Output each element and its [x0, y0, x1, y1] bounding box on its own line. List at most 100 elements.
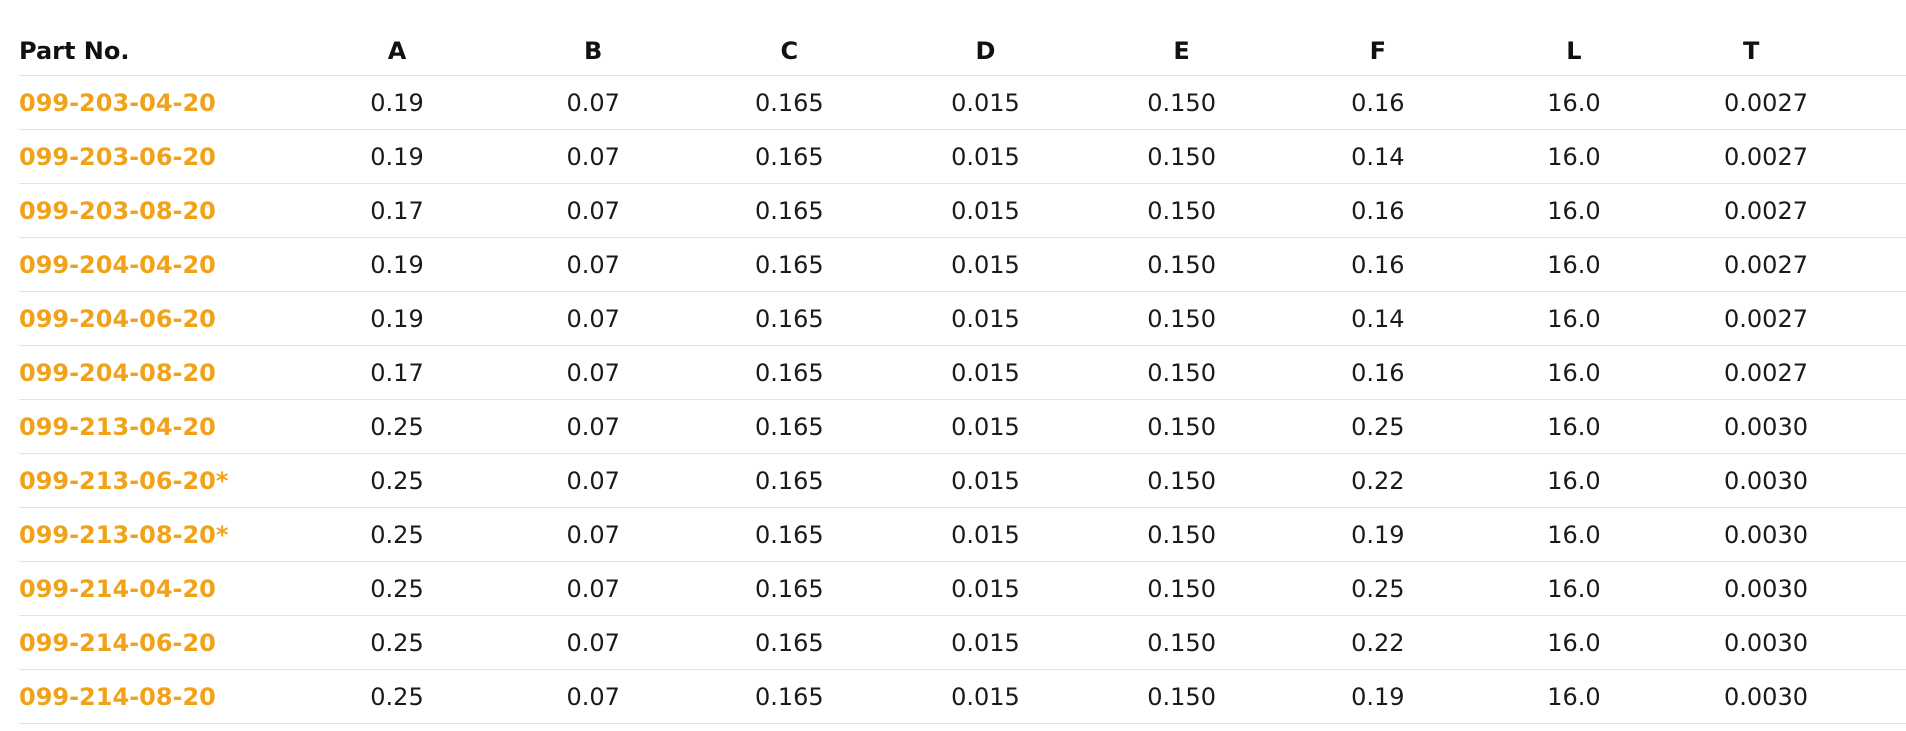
value-a: 0.25 [298, 453, 496, 508]
value-l: 16.0 [1475, 561, 1673, 616]
value-c: 0.165 [691, 399, 888, 454]
value-f: 0.22 [1279, 615, 1476, 670]
value-d: 0.015 [887, 291, 1084, 346]
value-t: 0.0027 [1672, 237, 1906, 292]
value-c: 0.165 [691, 561, 888, 616]
value-t: 0.0027 [1672, 75, 1906, 130]
value-b: 0.07 [495, 453, 692, 508]
value-b: 0.07 [495, 669, 692, 724]
table-row: 099-213-04-20 0.25 0.07 0.165 0.015 0.150 0.25… [19, 399, 1906, 454]
value-a: 0.19 [298, 291, 496, 346]
table-row: 099-214-06-20 0.25 0.07 0.165 0.015 0.150 0.22… [19, 615, 1906, 670]
value-d: 0.015 [887, 237, 1084, 292]
value-f: 0.19 [1279, 507, 1476, 562]
value-t: 0.0027 [1672, 345, 1906, 400]
part-number-link[interactable]: 099-204-08-20 [19, 345, 299, 400]
value-d: 0.015 [887, 453, 1084, 508]
value-e: 0.150 [1083, 291, 1280, 346]
value-b: 0.07 [495, 345, 692, 400]
value-c: 0.165 [691, 237, 888, 292]
part-number-link[interactable]: 099-203-04-20 [19, 75, 299, 130]
value-e: 0.150 [1083, 507, 1280, 562]
value-l: 16.0 [1475, 345, 1673, 400]
part-number-link[interactable]: 099-214-06-20 [19, 615, 299, 670]
value-d: 0.015 [887, 183, 1084, 238]
column-header-c: C [691, 26, 888, 76]
value-l: 16.0 [1475, 399, 1673, 454]
value-t: 0.0030 [1672, 507, 1906, 562]
part-number-link[interactable]: 099-203-06-20 [19, 129, 299, 184]
column-header-t: T [1672, 26, 1906, 76]
table-row: 099-204-06-20 0.19 0.07 0.165 0.015 0.150 0.14… [19, 291, 1906, 346]
value-f: 0.22 [1279, 453, 1476, 508]
value-c: 0.165 [691, 669, 888, 724]
part-number-link[interactable]: 099-214-04-20 [19, 561, 299, 616]
value-e: 0.150 [1083, 345, 1280, 400]
value-f: 0.25 [1279, 399, 1476, 454]
value-e: 0.150 [1083, 615, 1280, 670]
value-e: 0.150 [1083, 453, 1280, 508]
value-e: 0.150 [1083, 129, 1280, 184]
value-a: 0.25 [298, 615, 496, 670]
value-b: 0.07 [495, 237, 692, 292]
value-l: 16.0 [1475, 75, 1673, 130]
value-e: 0.150 [1083, 561, 1280, 616]
value-t: 0.0030 [1672, 615, 1906, 670]
value-c: 0.165 [691, 129, 888, 184]
value-a: 0.17 [298, 345, 496, 400]
value-e: 0.150 [1083, 237, 1280, 292]
part-number-link[interactable]: 099-204-04-20 [19, 237, 299, 292]
table-row: 099-203-08-20 0.17 0.07 0.165 0.015 0.150 0.16… [19, 183, 1906, 238]
table-row: 099-213-06-20* 0.25 0.07 0.165 0.015 0.150 0.2… [19, 453, 1906, 508]
part-number-link[interactable]: 099-213-06-20* [19, 453, 299, 508]
part-number-link[interactable]: 099-214-08-20 [19, 669, 299, 724]
part-number-link[interactable]: 099-213-04-20 [19, 399, 299, 454]
value-e: 0.150 [1083, 75, 1280, 130]
value-c: 0.165 [691, 507, 888, 562]
value-c: 0.165 [691, 75, 888, 130]
value-f: 0.16 [1279, 237, 1476, 292]
column-header-a: A [298, 26, 496, 76]
table-row: 099-214-08-20 0.25 0.07 0.165 0.015 0.150 0.19… [19, 669, 1906, 724]
value-a: 0.19 [298, 75, 496, 130]
value-t: 0.0030 [1672, 453, 1906, 508]
value-d: 0.015 [887, 615, 1084, 670]
value-c: 0.165 [691, 183, 888, 238]
part-number-link[interactable]: 099-213-08-20* [19, 507, 299, 562]
value-t: 0.0027 [1672, 129, 1906, 184]
table-header: Part No. A B C D E F L T [19, 26, 1906, 76]
part-number-link[interactable]: 099-204-06-20 [19, 291, 299, 346]
value-b: 0.07 [495, 291, 692, 346]
value-l: 16.0 [1475, 291, 1673, 346]
column-header-e: E [1083, 26, 1280, 76]
value-b: 0.07 [495, 75, 692, 130]
value-t: 0.0027 [1672, 183, 1906, 238]
column-header-b: B [495, 26, 692, 76]
table-row: 099-204-04-20 0.19 0.07 0.165 0.015 0.150 0.16… [19, 237, 1906, 292]
value-f: 0.16 [1279, 75, 1476, 130]
value-b: 0.07 [495, 129, 692, 184]
value-b: 0.07 [495, 399, 692, 454]
value-l: 16.0 [1475, 129, 1673, 184]
value-c: 0.165 [691, 615, 888, 670]
value-a: 0.19 [298, 129, 496, 184]
value-a: 0.25 [298, 507, 496, 562]
table-body: 099-203-04-20 0.19 0.07 0.165 0.015 0.150 0.16… [19, 75, 1906, 724]
column-header-f: F [1279, 26, 1476, 76]
value-f: 0.25 [1279, 561, 1476, 616]
value-l: 16.0 [1475, 453, 1673, 508]
value-d: 0.015 [887, 345, 1084, 400]
part-number-link[interactable]: 099-203-08-20 [19, 183, 299, 238]
value-d: 0.015 [887, 399, 1084, 454]
value-l: 16.0 [1475, 507, 1673, 562]
column-header-d: D [887, 26, 1084, 76]
table-row: 099-203-04-20 0.19 0.07 0.165 0.015 0.150 0.16… [19, 75, 1906, 130]
value-a: 0.25 [298, 399, 496, 454]
header-row: Part No. A B C D E F L T [19, 26, 1906, 76]
parts-table: Part No. A B C D E F L T 099-203-04-20 0.… [19, 26, 1906, 724]
value-f: 0.14 [1279, 129, 1476, 184]
value-l: 16.0 [1475, 669, 1673, 724]
value-d: 0.015 [887, 561, 1084, 616]
value-c: 0.165 [691, 291, 888, 346]
value-b: 0.07 [495, 183, 692, 238]
